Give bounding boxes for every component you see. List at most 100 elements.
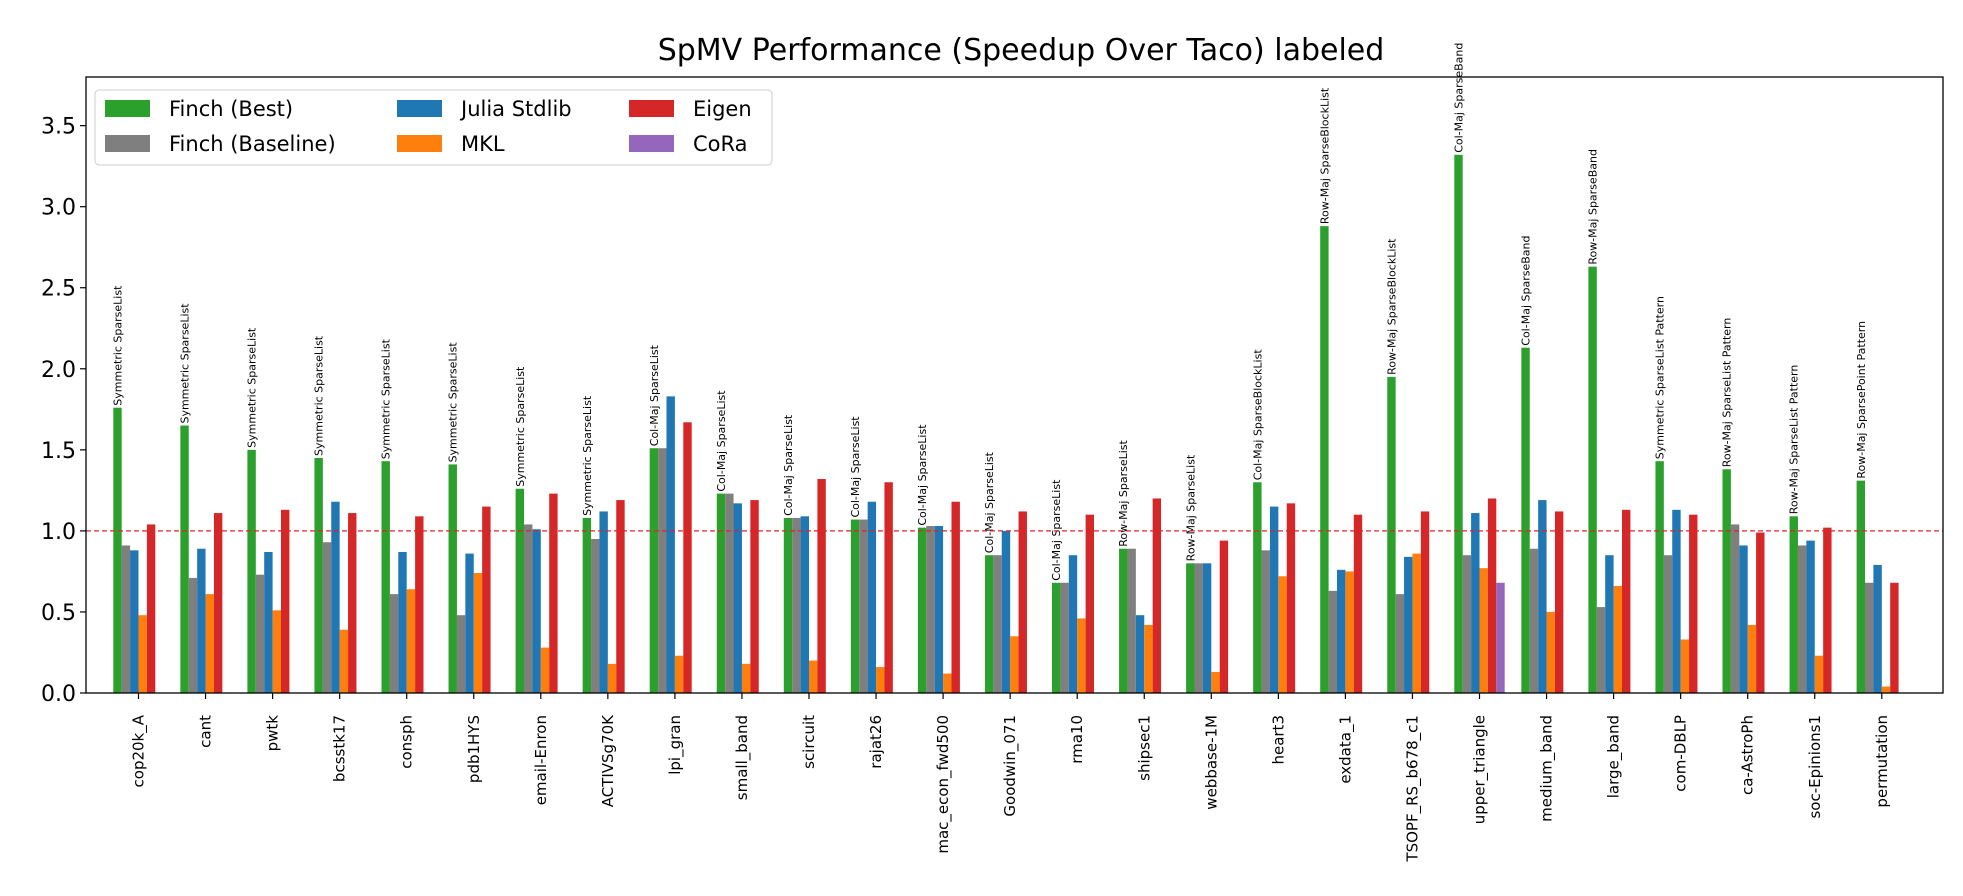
bar-eigen-mac-econ-fwd500: [951, 501, 960, 693]
bar-eigen-permutation: [1890, 582, 1899, 693]
x-tick-label: com-DBLP: [1672, 715, 1690, 792]
bar-finch-baseline--lpi-gran: [658, 448, 667, 693]
bar-label: Symmetric SparseList: [246, 327, 259, 448]
bar-eigen-com-dblp: [1689, 514, 1698, 693]
x-tick-label: cop20k_A: [130, 714, 149, 787]
bar-finch-best--pdb1hys: [448, 464, 457, 693]
y-tick-label: 2.0: [41, 358, 76, 383]
bar-julia-stdlib-scircuit: [800, 516, 809, 693]
bar-julia-stdlib-rma10: [1068, 555, 1078, 693]
bar-mkl-com-dblp: [1680, 639, 1690, 693]
bar-julia-stdlib-heart3: [1269, 506, 1279, 693]
bar-finch-best--heart3: [1253, 482, 1262, 693]
bar-label: Row-Maj SparseList Pattern: [1788, 365, 1801, 515]
bar-eigen-small-band: [750, 500, 759, 693]
x-tick-label: TSOPF_RS_b678_c1: [1403, 715, 1422, 863]
bar-finch-baseline--webbase-1m: [1194, 563, 1203, 693]
bar-eigen-rajat26: [884, 482, 893, 693]
bar-finch-best--soc-epinions1: [1789, 516, 1798, 693]
legend-box: [94, 89, 773, 166]
bar-label: Col-Maj SparseList: [715, 390, 728, 492]
bar-eigen-shipsec1: [1152, 498, 1162, 693]
bar-julia-stdlib-bcsstk17: [331, 501, 340, 693]
bar-finch-best--upper-triangle: [1454, 154, 1463, 693]
bar-finch-baseline--tsopf-rs-b678-c1: [1395, 594, 1405, 693]
bar-julia-stdlib-cant: [197, 548, 206, 693]
bar-julia-stdlib-soc-epinions1: [1806, 540, 1815, 693]
bar-label: Row-Maj SparseList: [1184, 454, 1197, 561]
bar-finch-best--rajat26: [850, 519, 860, 693]
x-tick-label: mac_econ_fwd500: [934, 715, 953, 854]
bar-label: Symmetric SparseList: [380, 338, 393, 459]
bar-mkl-webbase-1m: [1211, 671, 1220, 693]
bar-mkl-goodwin-071: [1010, 636, 1019, 693]
y-tick-label: 1.5: [41, 439, 76, 464]
bar-finch-best--consph: [381, 461, 390, 693]
legend-label: Eigen: [693, 97, 752, 121]
bar-finch-baseline--rma10: [1060, 582, 1069, 693]
bar-finch-best--tsopf-rs-b678-c1: [1387, 376, 1396, 693]
bar-eigen-bcsstk17: [348, 513, 357, 693]
x-tick-label: cant: [197, 715, 215, 748]
bar-finch-baseline--upper-triangle: [1462, 555, 1472, 693]
bar-label: Col-Maj SparseList: [648, 344, 661, 446]
bar-julia-stdlib-exdata-1: [1337, 569, 1346, 693]
plot-frame: [85, 76, 1944, 694]
bar-finch-baseline--bcsstk17: [322, 542, 332, 693]
bars-layer: [113, 154, 1899, 693]
x-tick-label: scircuit: [800, 715, 818, 769]
bar-eigen-activsg70k: [616, 500, 625, 693]
bar-finch-best--lpi-gran: [649, 448, 659, 693]
bar-finch-best--mac-econ-fwd500: [917, 527, 927, 693]
bar-mkl-scircuit: [809, 660, 818, 693]
bar-finch-best--large-band: [1588, 266, 1597, 693]
bar-julia-stdlib-goodwin-071: [1001, 530, 1011, 693]
bar-finch-baseline--scircuit: [792, 517, 801, 693]
bar-finch-baseline--rajat26: [859, 519, 868, 693]
bar-eigen-scircuit: [817, 479, 826, 693]
bar-finch-baseline--shipsec1: [1127, 548, 1136, 693]
bar-finch-best--exdata-1: [1320, 226, 1329, 693]
bar-julia-stdlib-small-band: [733, 503, 742, 693]
x-tick-label: upper_triangle: [1471, 715, 1490, 824]
bar-finch-baseline--pwtk: [255, 574, 265, 693]
legend-swatch: [105, 100, 150, 117]
bar-julia-stdlib-permutation: [1873, 564, 1882, 693]
bar-label: Col-Maj SparseBlockList: [1251, 349, 1264, 481]
bar-julia-stdlib-pdb1hys: [465, 553, 474, 693]
bar-label: Col-Maj SparseList: [983, 451, 996, 553]
bar-finch-baseline--heart3: [1261, 550, 1270, 693]
bar-julia-stdlib-com-dblp: [1672, 509, 1681, 693]
legend-label: MKL: [461, 132, 505, 156]
legend-swatch: [397, 135, 442, 152]
bar-eigen-heart3: [1286, 503, 1296, 693]
bar-mkl-consph: [406, 589, 416, 693]
bar-finch-best--com-dblp: [1655, 461, 1664, 693]
bar-mkl-rajat26: [876, 667, 885, 693]
y-tick-label: 3.5: [41, 115, 76, 140]
bar-mkl-upper-triangle: [1479, 568, 1488, 693]
legend-swatch: [629, 135, 674, 152]
x-tick-label: ca-AstroPh: [1739, 715, 1757, 795]
bar-label: Col-Maj SparseBand: [1453, 43, 1466, 153]
bar-mkl-exdata-1: [1345, 571, 1354, 693]
legend-label: CoRa: [693, 132, 748, 156]
legend-label: Finch (Baseline): [169, 132, 336, 156]
legend-label: Julia Stdlib: [459, 97, 572, 121]
x-tick-label: email-Enron: [532, 715, 550, 805]
bar-mkl-medium-band: [1546, 611, 1555, 693]
bar-julia-stdlib-shipsec1: [1135, 615, 1145, 693]
bar-mkl-permutation: [1881, 686, 1891, 693]
bar-label: Symmetric SparseList: [581, 395, 594, 516]
x-tick-label: webbase-1M: [1202, 715, 1220, 810]
x-tick-label: lpi_gran: [666, 715, 685, 775]
bar-julia-stdlib-lpi-gran: [666, 396, 675, 693]
bar-finch-baseline--soc-epinions1: [1797, 545, 1807, 693]
bar-label: Row-Maj SparseList Pattern: [1721, 318, 1734, 468]
bar-julia-stdlib-email-enron: [532, 529, 541, 693]
bar-label: Col-Maj SparseBand: [1520, 236, 1533, 346]
bar-finch-baseline--small-band: [725, 493, 734, 693]
y-tick-label: 3.0: [41, 196, 76, 221]
bar-finch-best--shipsec1: [1119, 548, 1128, 693]
